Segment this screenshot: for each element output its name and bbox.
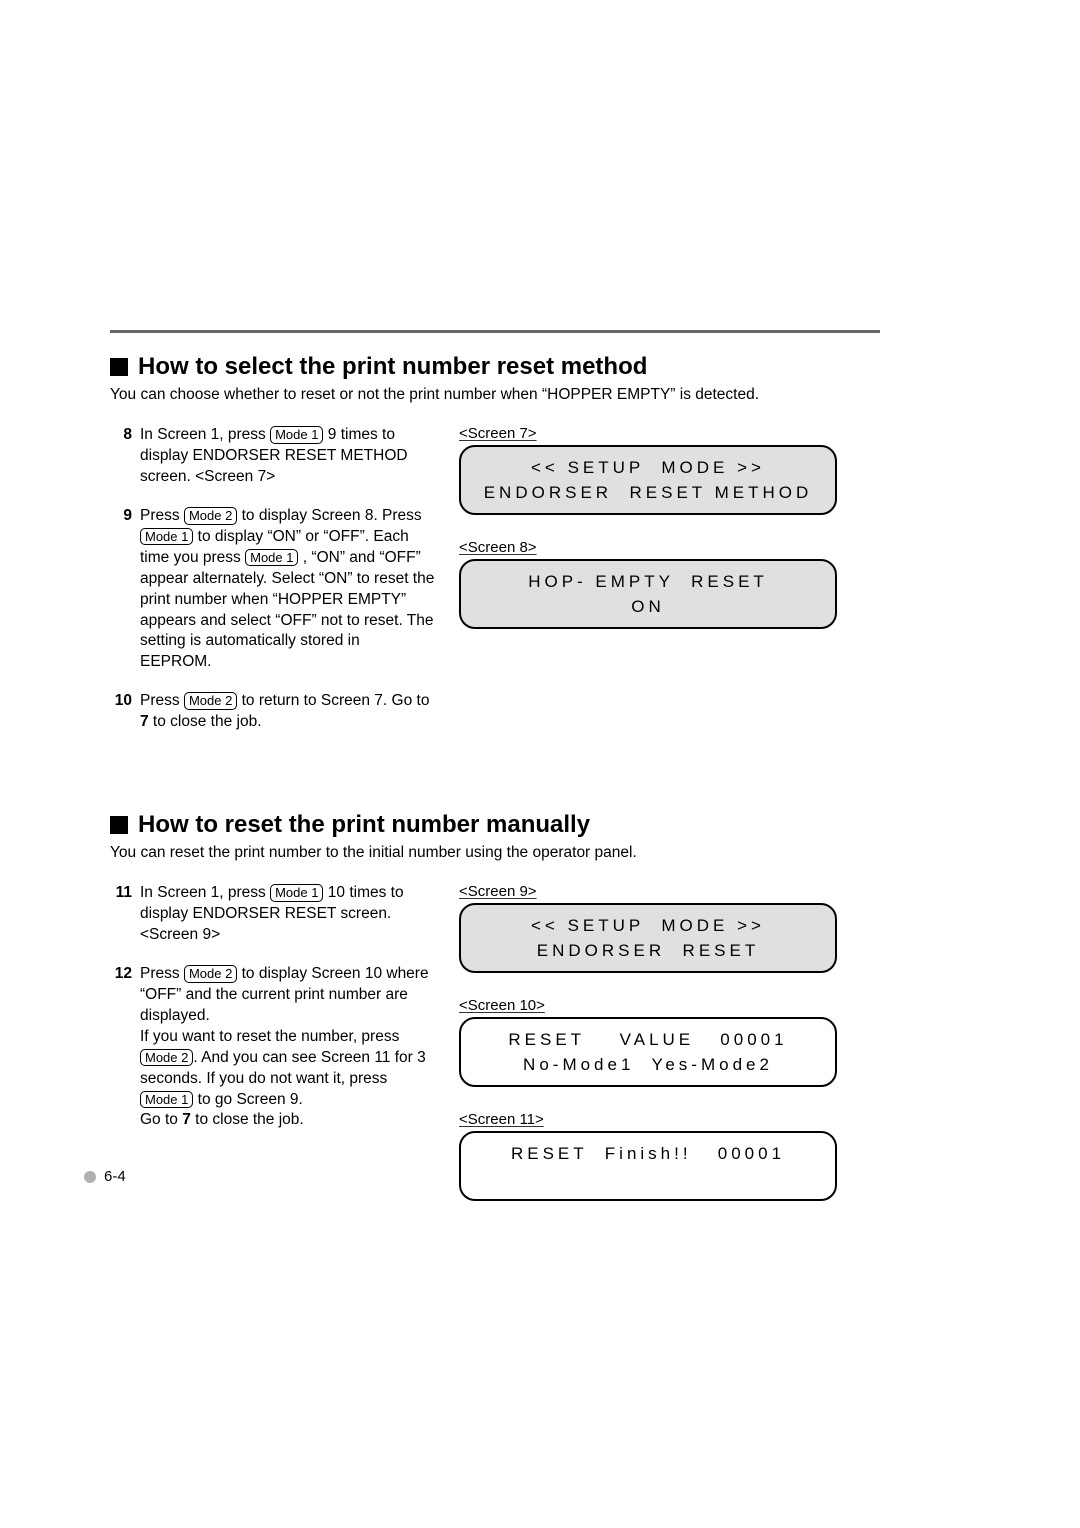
- lcd-line-1: << SETUP MODE >>: [531, 913, 765, 939]
- intro-text: You can reset the print number to the in…: [110, 843, 880, 863]
- screen-label: <Screen 9>: [459, 883, 880, 900]
- screen-11: <Screen 11> RESET Finish!! 00001: [459, 1111, 880, 1201]
- mode1-key: Mode 1: [140, 528, 193, 546]
- step-text: to close the job.: [191, 1111, 304, 1128]
- mode2-key: Mode 2: [184, 965, 237, 983]
- screen-10: <Screen 10> RESET VALUE 00001 No-Mode1 Y…: [459, 997, 880, 1087]
- page-number: 6-4: [104, 1168, 126, 1185]
- square-bullet-icon: [110, 816, 128, 834]
- step-text: Press: [140, 965, 184, 982]
- section-divider: [110, 330, 880, 333]
- lcd-line-1: RESET Finish!! 00001: [511, 1141, 785, 1167]
- step-bold: 7: [140, 713, 149, 730]
- lcd-line-2: ENDORSER RESET: [537, 938, 759, 964]
- step-body: Press Mode 2 to return to Screen 7. Go t…: [140, 691, 435, 733]
- mode1-key: Mode 1: [270, 884, 323, 902]
- step-bold: 7: [182, 1111, 191, 1128]
- step-number: 10: [110, 691, 132, 733]
- screens-column: <Screen 7> << SETUP MODE >> ENDORSER RES…: [459, 425, 880, 653]
- mode1-key: Mode 1: [245, 549, 298, 567]
- step-text: In Screen 1, press: [140, 884, 270, 901]
- step-text: In Screen 1, press: [140, 426, 270, 443]
- steps-column: 8 In Screen 1, press Mode 1 9 times to d…: [110, 425, 435, 751]
- step-text: , “ON” and “OFF” appear alternately. Sel…: [140, 549, 434, 671]
- bullet-icon: [84, 1171, 96, 1183]
- mode2-key: Mode 2: [140, 1049, 193, 1067]
- lcd-display: << SETUP MODE >> ENDORSER RESET METHOD: [459, 445, 837, 515]
- lcd-line-1: HOP- EMPTY RESET: [528, 569, 768, 595]
- steps-column: 11 In Screen 1, press Mode 1 10 times to…: [110, 883, 435, 1149]
- heading-reset-method: How to select the print number reset met…: [110, 353, 880, 381]
- screen-label: <Screen 7>: [459, 425, 880, 442]
- mode2-key: Mode 2: [184, 507, 237, 525]
- screen-8: <Screen 8> HOP- EMPTY RESET ON: [459, 539, 880, 629]
- step-11: 11 In Screen 1, press Mode 1 10 times to…: [110, 883, 435, 946]
- lcd-display: RESET VALUE 00001 No-Mode1 Yes-Mode2: [459, 1017, 837, 1087]
- page-footer: 6-4: [84, 1168, 126, 1185]
- columns-layout: 8 In Screen 1, press Mode 1 9 times to d…: [110, 425, 880, 751]
- step-text: to display Screen 8. Press: [237, 507, 421, 524]
- screen-label: <Screen 8>: [459, 539, 880, 556]
- section-manual-reset: How to reset the print number manually Y…: [110, 811, 880, 1225]
- lcd-line-1: RESET VALUE 00001: [508, 1027, 787, 1053]
- step-body: In Screen 1, press Mode 1 10 times to di…: [140, 883, 435, 946]
- columns-layout: 11 In Screen 1, press Mode 1 10 times to…: [110, 883, 880, 1225]
- step-text: to close the job.: [149, 713, 262, 730]
- step-number: 12: [110, 964, 132, 1131]
- section-reset-method: How to select the print number reset met…: [110, 353, 880, 751]
- screen-9: <Screen 9> << SETUP MODE >> ENDORSER RES…: [459, 883, 880, 973]
- screen-label: <Screen 11>: [459, 1111, 880, 1128]
- lcd-line-2: ENDORSER RESET METHOD: [484, 480, 813, 506]
- mode2-key: Mode 2: [184, 692, 237, 710]
- step-text: Go to: [140, 1111, 182, 1128]
- lcd-line-2: [644, 1166, 653, 1192]
- step-number: 9: [110, 506, 132, 673]
- step-body: Press Mode 2 to display Screen 10 where …: [140, 964, 435, 1131]
- screen-7: <Screen 7> << SETUP MODE >> ENDORSER RES…: [459, 425, 880, 515]
- step-body: Press Mode 2 to display Screen 8. Press …: [140, 506, 435, 673]
- heading-text: How to reset the print number manually: [138, 811, 590, 839]
- lcd-line-2: ON: [631, 594, 665, 620]
- step-number: 8: [110, 425, 132, 488]
- screens-column: <Screen 9> << SETUP MODE >> ENDORSER RES…: [459, 883, 880, 1225]
- step-text: Press: [140, 692, 184, 709]
- step-8: 8 In Screen 1, press Mode 1 9 times to d…: [110, 425, 435, 488]
- step-text: If you want to reset the number, press: [140, 1028, 399, 1045]
- step-12: 12 Press Mode 2 to display Screen 10 whe…: [110, 964, 435, 1131]
- heading-text: How to select the print number reset met…: [138, 353, 647, 381]
- screen-label: <Screen 10>: [459, 997, 880, 1014]
- step-body: In Screen 1, press Mode 1 9 times to dis…: [140, 425, 435, 488]
- heading-manual-reset: How to reset the print number manually: [110, 811, 880, 839]
- intro-text: You can choose whether to reset or not t…: [110, 385, 880, 405]
- lcd-display: HOP- EMPTY RESET ON: [459, 559, 837, 629]
- lcd-line-1: << SETUP MODE >>: [531, 455, 765, 481]
- step-number: 11: [110, 883, 132, 946]
- step-text: to return to Screen 7. Go to: [237, 692, 429, 709]
- lcd-display: << SETUP MODE >> ENDORSER RESET: [459, 903, 837, 973]
- mode1-key: Mode 1: [140, 1091, 193, 1109]
- mode1-key: Mode 1: [270, 426, 323, 444]
- lcd-display: RESET Finish!! 00001: [459, 1131, 837, 1201]
- page-content: How to select the print number reset met…: [110, 330, 880, 1285]
- step-text: Press: [140, 507, 184, 524]
- square-bullet-icon: [110, 358, 128, 376]
- lcd-line-2: No-Mode1 Yes-Mode2: [523, 1052, 773, 1078]
- step-10: 10 Press Mode 2 to return to Screen 7. G…: [110, 691, 435, 733]
- step-9: 9 Press Mode 2 to display Screen 8. Pres…: [110, 506, 435, 673]
- step-text: to go Screen 9.: [193, 1091, 302, 1108]
